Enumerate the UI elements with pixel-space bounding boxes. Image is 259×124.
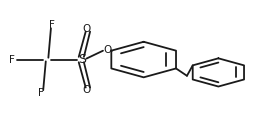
Text: O: O bbox=[104, 45, 112, 55]
Text: S: S bbox=[78, 53, 86, 66]
Text: F: F bbox=[38, 88, 44, 98]
Text: F: F bbox=[9, 55, 15, 65]
Text: O: O bbox=[83, 85, 91, 95]
Text: F: F bbox=[49, 20, 55, 30]
Text: O: O bbox=[83, 24, 91, 34]
